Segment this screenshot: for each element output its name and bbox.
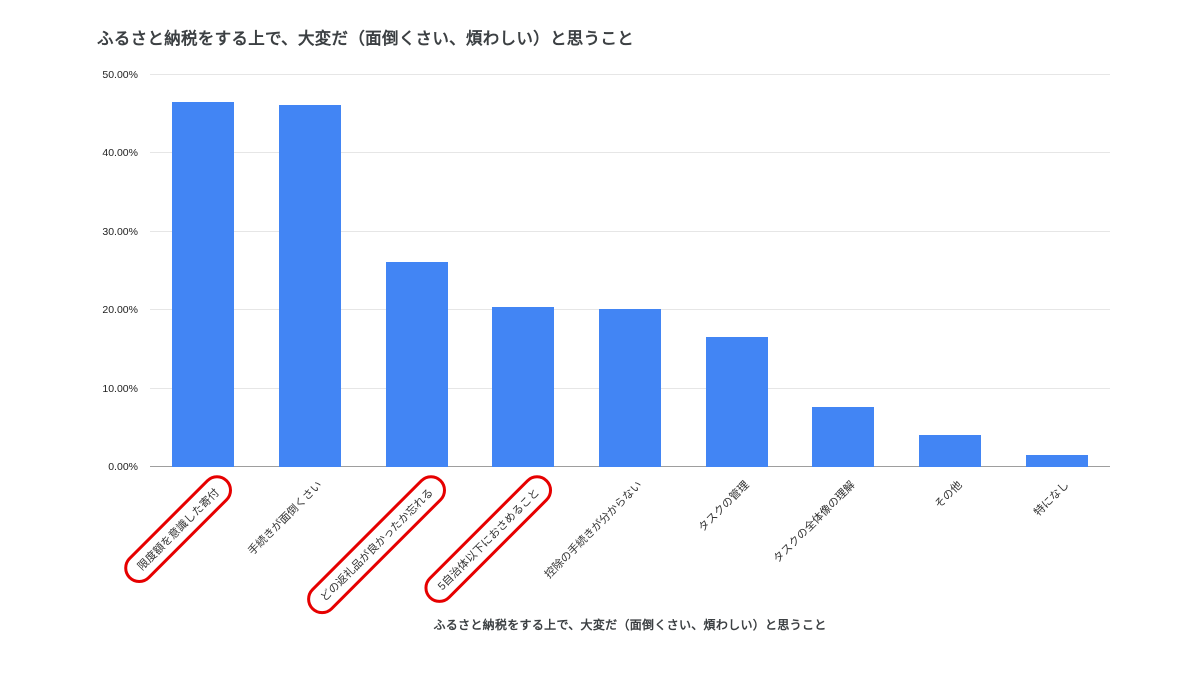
- x-axis-labels: 限度額を意識した寄付 手続きが面倒くさい どの返礼品が良かったか忘れる 5自治体以下に…: [118, 467, 1110, 637]
- x-tick-label-9: 特になし: [1031, 479, 1072, 519]
- bar-8: [919, 434, 982, 467]
- bar-4: [492, 307, 555, 467]
- bar-slot: [683, 75, 790, 467]
- bar-2: [279, 104, 341, 467]
- y-tick-label: 50.00%: [102, 69, 138, 81]
- bar-5: [599, 308, 662, 467]
- gridline: [150, 74, 1110, 75]
- bar-slot: [897, 75, 1004, 467]
- bar-slot: [790, 75, 897, 467]
- y-tick-label: 20.00%: [102, 304, 138, 317]
- bar-7: [812, 406, 875, 467]
- x-tick-label-6: タスクの管理: [696, 479, 752, 535]
- bar-slot: [150, 75, 257, 467]
- y-tick-label: 0.00%: [108, 461, 138, 473]
- y-tick-label: 40.00%: [102, 147, 138, 160]
- x-tick-label-1-red-circled: 限度額を意識した寄付: [118, 469, 239, 590]
- y-tick-label: 10.00%: [102, 382, 138, 395]
- bar-slot: [470, 75, 577, 467]
- gridline: [150, 152, 1110, 154]
- bar-slot: [257, 75, 364, 467]
- plot-area: [150, 74, 1110, 467]
- bar-slot: [363, 75, 470, 467]
- x-tick-label-7: タスクの全体像の理解: [771, 479, 858, 566]
- bar-9: [1025, 455, 1088, 467]
- x-tick-label-2: 手続きが面倒くさい: [246, 479, 325, 558]
- y-tick-label: 30.00%: [102, 225, 138, 238]
- bar-slot: [577, 75, 684, 467]
- bar-3: [385, 261, 448, 467]
- x-axis-title: ふるさと納税をする上で、大変だ（面倒くさい、煩わしい）と思うこと: [433, 618, 827, 632]
- bar-6: [705, 336, 768, 467]
- chart-title: ふるさと納税をする上で、大変だ（面倒くさい、煩わしい）と思うこと: [97, 30, 634, 48]
- bar-1: [172, 102, 235, 467]
- y-axis: 0.00% 10.00% 20.00% 30.00% 40.00% 50.00%: [0, 69, 138, 473]
- x-tick-label-8: その他: [932, 479, 965, 511]
- gridline: [150, 230, 1110, 232]
- bars: [150, 75, 1110, 467]
- x-tick-label-5: 控除の手続きが分からない: [542, 479, 645, 581]
- bar-slot: [1003, 75, 1110, 467]
